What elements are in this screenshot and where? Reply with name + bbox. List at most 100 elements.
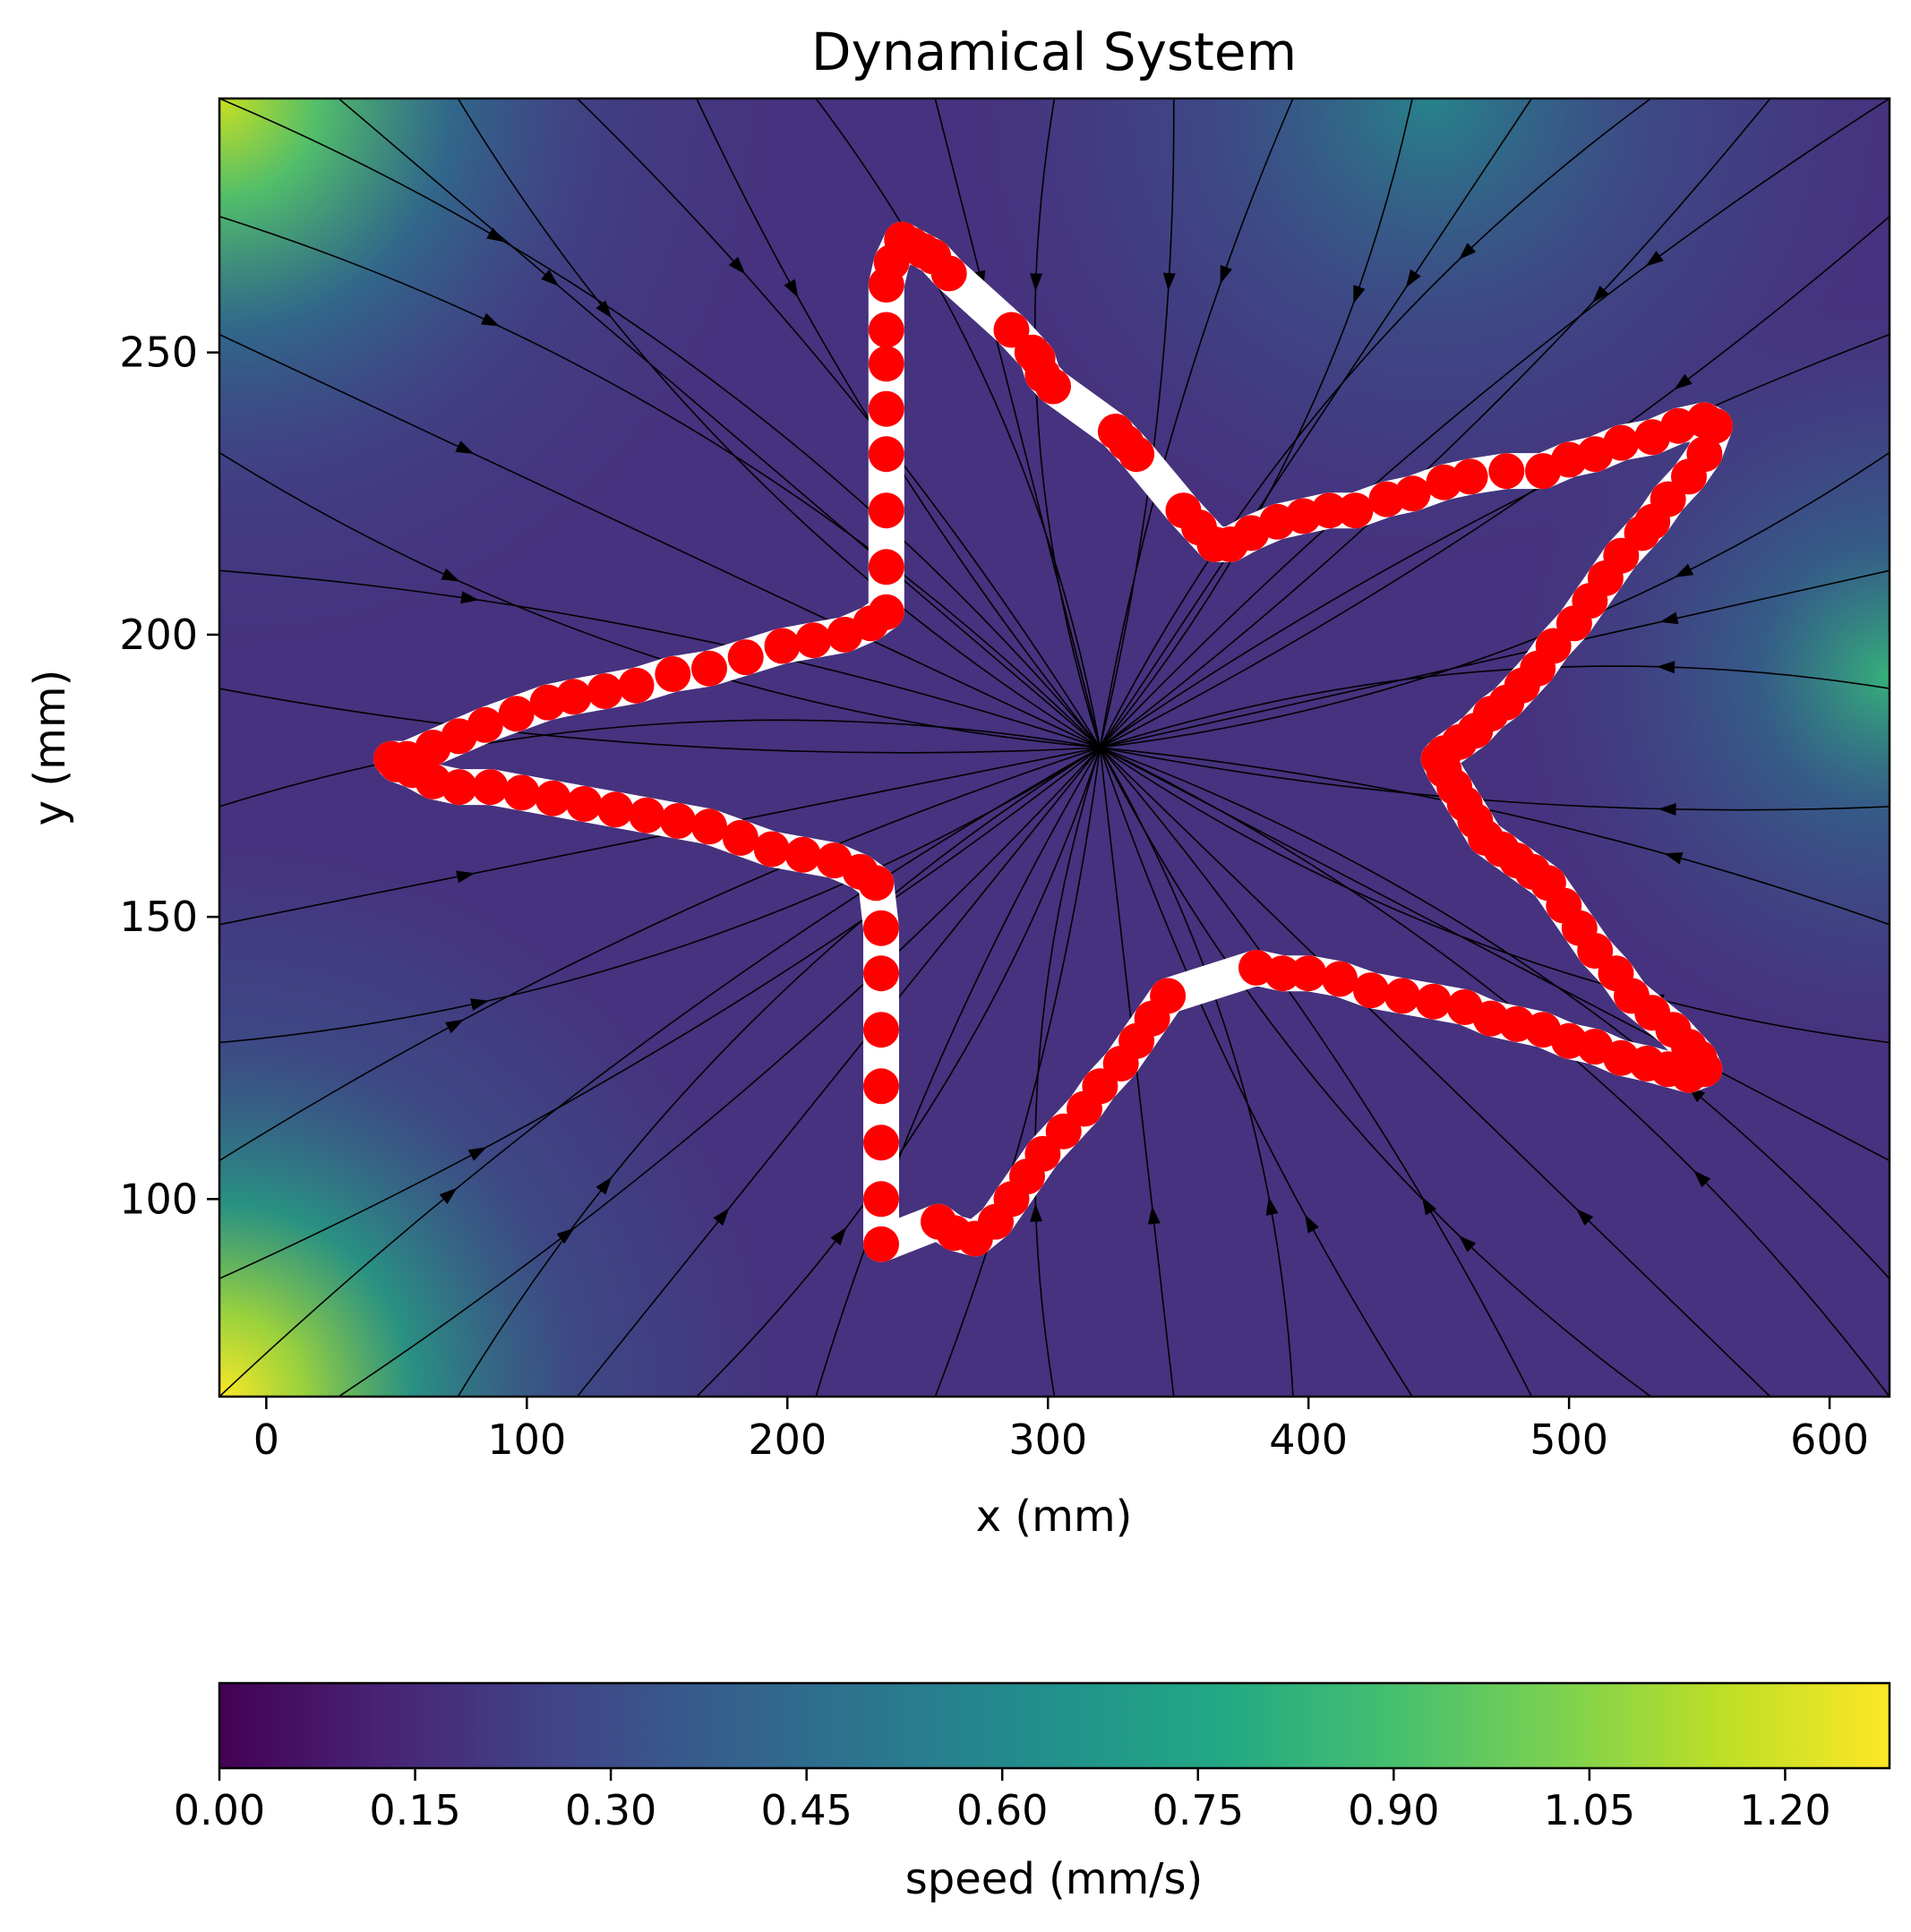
plot-area: 0 100 200 300 400 500 600 100 150 200 250 <box>119 97 1891 1464</box>
trajectory-point <box>1577 933 1614 969</box>
y-tick-label: 250 <box>119 329 198 377</box>
streamline-arrow <box>541 269 559 286</box>
streamline-arrow <box>1030 1203 1043 1222</box>
streamline <box>1099 747 1890 1044</box>
streamline <box>1100 747 1890 1162</box>
trajectory-point <box>503 774 540 811</box>
x-tick-label: 500 <box>1530 1415 1608 1464</box>
streamlines <box>219 98 1890 1397</box>
trajectory-point <box>1290 955 1327 992</box>
trajectory <box>373 221 1734 1262</box>
trajectory-point <box>863 1226 899 1262</box>
x-tick-label: 200 <box>748 1415 827 1464</box>
trajectory-point <box>1384 978 1420 1014</box>
trajectory-point <box>784 836 821 873</box>
x-tick-label: 400 <box>1269 1415 1348 1464</box>
trajectory-point <box>535 780 571 816</box>
trajectory-point <box>722 819 758 856</box>
streamline-arrow <box>456 870 476 884</box>
streamline-arrow <box>1353 285 1366 304</box>
streamline-arrow <box>1675 563 1694 577</box>
streamline <box>457 98 1101 748</box>
y-tick-label: 100 <box>119 1175 198 1223</box>
streamline <box>1099 747 1175 1397</box>
streamline <box>219 747 1101 1044</box>
streamline <box>1100 665 1890 748</box>
trajectory-point <box>1311 492 1348 529</box>
streamline <box>219 569 1101 748</box>
colorbar-tick-label: 0.75 <box>1153 1786 1244 1834</box>
streamline-arrow <box>1405 269 1421 288</box>
trajectory-point <box>660 803 697 839</box>
streamline <box>219 747 1101 926</box>
trajectory-point <box>868 492 904 529</box>
x-axis-label: x (mm) <box>976 1492 1133 1542</box>
streamline <box>577 98 1101 748</box>
trajectory-point <box>863 910 899 946</box>
streamline <box>1099 747 1771 1397</box>
streamline-arrow <box>1030 273 1043 292</box>
streamline-arrow <box>467 1147 487 1161</box>
colorbar: 0.00 0.15 0.30 0.45 0.60 0.75 0.90 1.05 1.20 <box>174 1681 1891 1834</box>
trajectory-point <box>655 656 691 692</box>
streamline-arrow <box>470 998 490 1011</box>
trajectory-point <box>921 1203 956 1240</box>
trajectory-point <box>1452 458 1488 495</box>
streamline-arrow <box>728 256 746 275</box>
colorbar-tick-label: 0.90 <box>1348 1786 1439 1834</box>
trajectory-point <box>1238 949 1274 986</box>
plot-frame <box>218 97 1891 1398</box>
y-tick-label: 150 <box>119 893 198 941</box>
trajectory-point <box>1067 1090 1102 1127</box>
streamline <box>219 688 1101 754</box>
streamline-arrow <box>1674 373 1692 390</box>
trajectory-point <box>1045 1113 1082 1150</box>
streamline <box>338 747 1101 1397</box>
trajectory-point <box>884 221 921 258</box>
streamline <box>219 98 1101 748</box>
trajectory-point <box>1415 983 1452 1020</box>
streamline-arrow <box>445 1019 465 1034</box>
streamline <box>1099 98 1890 748</box>
streamline-arrow <box>1645 251 1664 267</box>
streamline <box>1099 747 1652 1397</box>
trajectory-point <box>472 769 509 806</box>
streamline-arrow <box>486 227 506 243</box>
streamline-arrow <box>460 591 479 604</box>
colorbar-tick-label: 0.00 <box>174 1786 265 1834</box>
trajectory-point <box>863 1124 899 1161</box>
streamline <box>1100 747 1890 811</box>
streamline-arrow <box>439 1187 458 1204</box>
streamline <box>1033 98 1101 748</box>
trajectory-point <box>629 797 665 833</box>
trajectory-point <box>1603 424 1640 461</box>
x-tick-label: 300 <box>1008 1415 1087 1464</box>
streamline-arrow <box>481 312 501 327</box>
streamline-arrow <box>1576 1209 1594 1226</box>
speed-field-top-right <box>219 98 1890 1397</box>
streamline-arrow <box>1657 661 1675 674</box>
streamline-arrow <box>596 300 613 319</box>
streamline-arrow <box>455 440 475 455</box>
colorbar-ticks: 0.00 0.15 0.30 0.45 0.60 0.75 0.90 1.05 1.20 <box>174 1768 1831 1834</box>
trajectory-point <box>618 667 655 704</box>
trajectory-point <box>1488 453 1525 490</box>
trajectory-point <box>587 673 623 709</box>
trajectory-point <box>1337 492 1374 529</box>
trajectory-point <box>1118 436 1155 473</box>
streamline <box>338 98 1101 748</box>
trajectory-point <box>795 622 832 659</box>
trajectory-point <box>764 628 801 664</box>
trajectory-point <box>597 791 634 828</box>
trajectory-point <box>816 842 853 879</box>
streamline <box>815 747 1101 1397</box>
trajectory-point <box>1353 972 1389 1009</box>
trajectory-point <box>1671 458 1707 495</box>
colorbar-tick-label: 1.20 <box>1739 1786 1830 1834</box>
streamline <box>219 747 1101 1397</box>
trajectory-point <box>868 346 904 382</box>
y-tick-label: 200 <box>119 611 198 659</box>
streamline-arrow <box>1265 1196 1279 1216</box>
trajectory-point <box>1394 475 1431 512</box>
colorbar-tick-label: 0.60 <box>956 1786 1048 1834</box>
